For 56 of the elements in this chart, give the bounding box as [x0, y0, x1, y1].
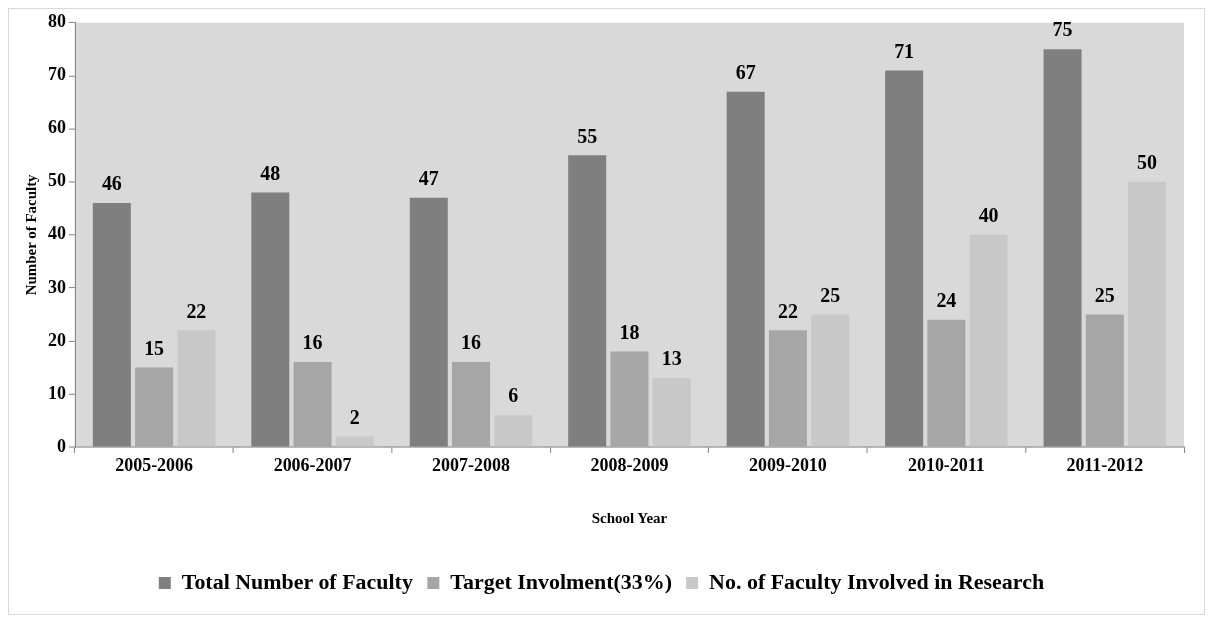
x-axis-title: School Year [591, 510, 668, 527]
x-tick-label: 2005-2006 [115, 455, 194, 476]
bar [927, 319, 966, 447]
x-tick-label: 2006-2007 [273, 455, 352, 476]
bar [1085, 314, 1124, 447]
data-label: 15 [144, 336, 165, 359]
y-tick-label: 0 [56, 435, 66, 456]
bar [494, 415, 533, 447]
bar [335, 436, 374, 447]
y-tick-label: 40 [47, 223, 66, 244]
data-label: 40 [978, 204, 999, 227]
y-tick-label: 30 [47, 276, 66, 297]
data-label: 22 [186, 299, 207, 322]
data-label: 55 [577, 124, 598, 147]
legend-label: No. of Faculty Involved in Research [709, 568, 1045, 594]
data-label: 16 [302, 331, 323, 354]
x-tick-label: 2007-2008 [432, 455, 510, 476]
data-label: 67 [735, 60, 756, 83]
bar [610, 351, 649, 447]
data-label: 6 [508, 384, 519, 407]
y-axis-title: Number of Faculty [22, 173, 39, 296]
data-label: 71 [894, 39, 915, 62]
data-label: 18 [619, 320, 640, 343]
x-tick-label: 2008-2009 [590, 455, 669, 476]
bar [768, 330, 807, 447]
y-tick-label: 70 [47, 64, 66, 85]
x-tick-label: 2009-2010 [749, 455, 827, 476]
bar [969, 234, 1008, 447]
y-tick-label: 20 [47, 329, 66, 350]
data-label: 47 [418, 166, 439, 189]
data-label: 13 [661, 347, 682, 370]
y-tick-label: 80 [47, 11, 66, 32]
data-label: 25 [820, 283, 841, 306]
data-label: 46 [101, 172, 122, 195]
bar [135, 367, 174, 447]
legend-label: Target Involment(33%) [450, 568, 673, 594]
data-label: 50 [1137, 151, 1158, 174]
data-label: 2 [349, 405, 360, 428]
x-tick-label: 2011-2012 [1066, 455, 1144, 476]
y-tick-label: 10 [47, 382, 66, 403]
y-tick-label: 50 [47, 170, 66, 191]
data-label: 22 [777, 299, 798, 322]
bar [293, 362, 332, 447]
bar [452, 362, 491, 447]
bar [177, 330, 216, 447]
legend-label: Total Number of Faculty [181, 568, 413, 594]
x-tick-label: 2010-2011 [907, 455, 985, 476]
y-tick-label: 60 [47, 117, 66, 138]
data-label: 48 [260, 161, 281, 184]
data-label: 75 [1052, 18, 1073, 41]
data-label: 16 [461, 331, 482, 354]
bar [652, 378, 691, 447]
bar [1128, 181, 1167, 447]
data-label: 24 [936, 288, 957, 311]
data-label: 25 [1094, 283, 1115, 306]
bar [811, 314, 850, 447]
